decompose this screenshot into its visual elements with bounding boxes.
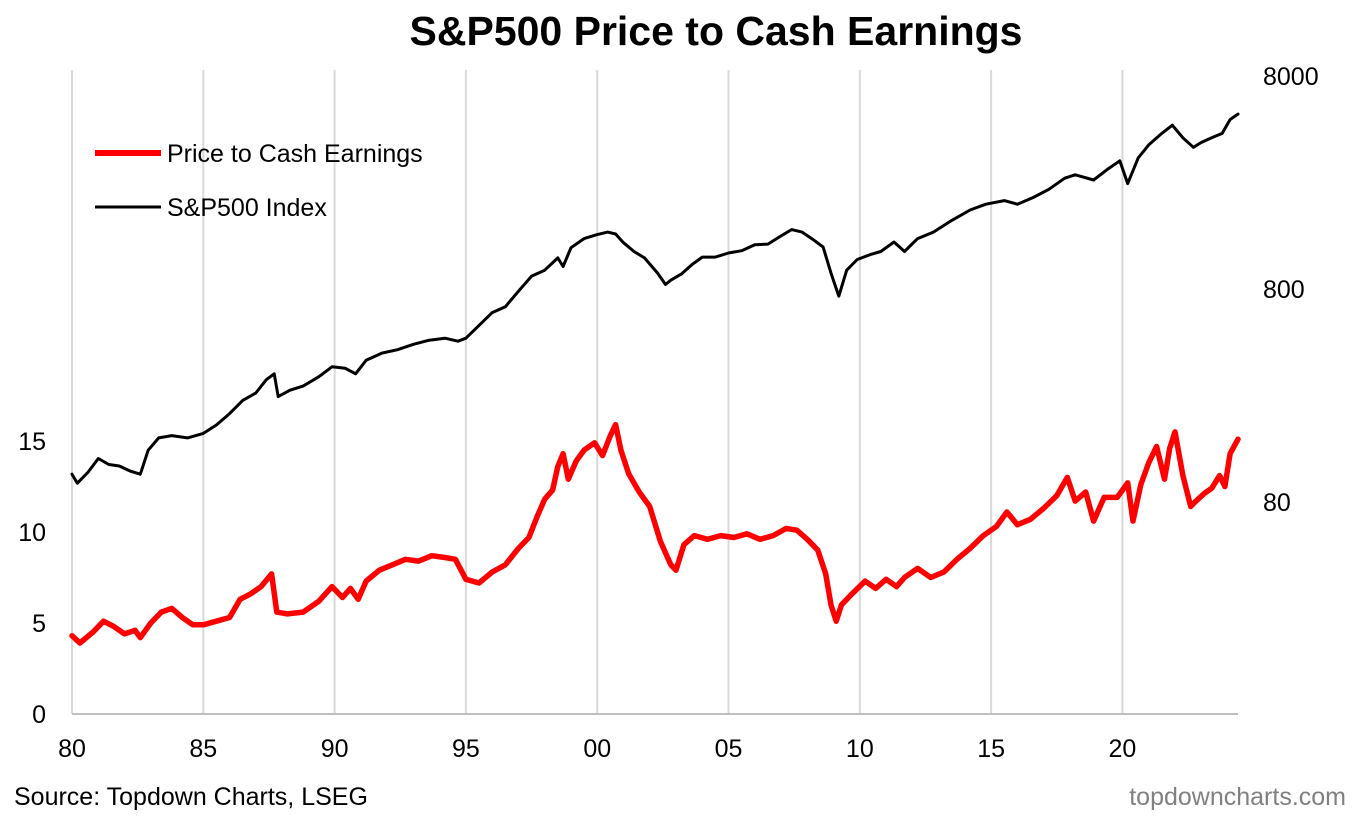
x-tick-label: 05 — [715, 735, 743, 763]
chart-title: S&P500 Price to Cash Earnings — [409, 8, 1023, 54]
right-axis-tick-label: 80 — [1263, 489, 1291, 517]
x-tick-label: 15 — [977, 735, 1005, 763]
x-tick-label: 95 — [452, 735, 480, 763]
series-price-to-cash-earnings — [69, 421, 1241, 646]
right-axis-tick-label: 800 — [1263, 276, 1305, 304]
x-tick-label: 90 — [321, 735, 349, 763]
left-axis-tick-label: 5 — [32, 610, 46, 638]
right-axis-tick-label: 8000 — [1263, 63, 1319, 91]
vertical-gridlines — [71, 70, 1124, 714]
x-axis-ticks: 80 85 90 95 00 05 10 15 20 — [58, 735, 1136, 763]
source-note: Source: Topdown Charts, LSEG — [14, 783, 368, 811]
x-tick-label: 10 — [846, 735, 874, 763]
legend-label-sp500-index: S&P500 Index — [167, 194, 327, 222]
x-tick-label: 20 — [1109, 735, 1137, 763]
x-tick-label: 80 — [58, 735, 86, 763]
watermark: topdowncharts.com — [1129, 783, 1346, 811]
series-lines — [69, 112, 1241, 646]
left-axis-tick-label: 0 — [32, 701, 46, 729]
x-tick-label: 85 — [189, 735, 217, 763]
left-axis-tick-label: 15 — [18, 428, 46, 456]
x-tick-label: 00 — [583, 735, 611, 763]
legend-label-price-to-cash-earnings: Price to Cash Earnings — [167, 140, 423, 168]
series-sp500-index — [70, 112, 1240, 485]
right-axis-ticks: 80 800 8000 — [1263, 63, 1319, 517]
chart-legend: Price to Cash Earnings S&P500 Index — [95, 140, 423, 222]
left-axis-tick-label: 10 — [18, 519, 46, 547]
left-axis-ticks: 0 5 10 15 — [18, 428, 46, 729]
